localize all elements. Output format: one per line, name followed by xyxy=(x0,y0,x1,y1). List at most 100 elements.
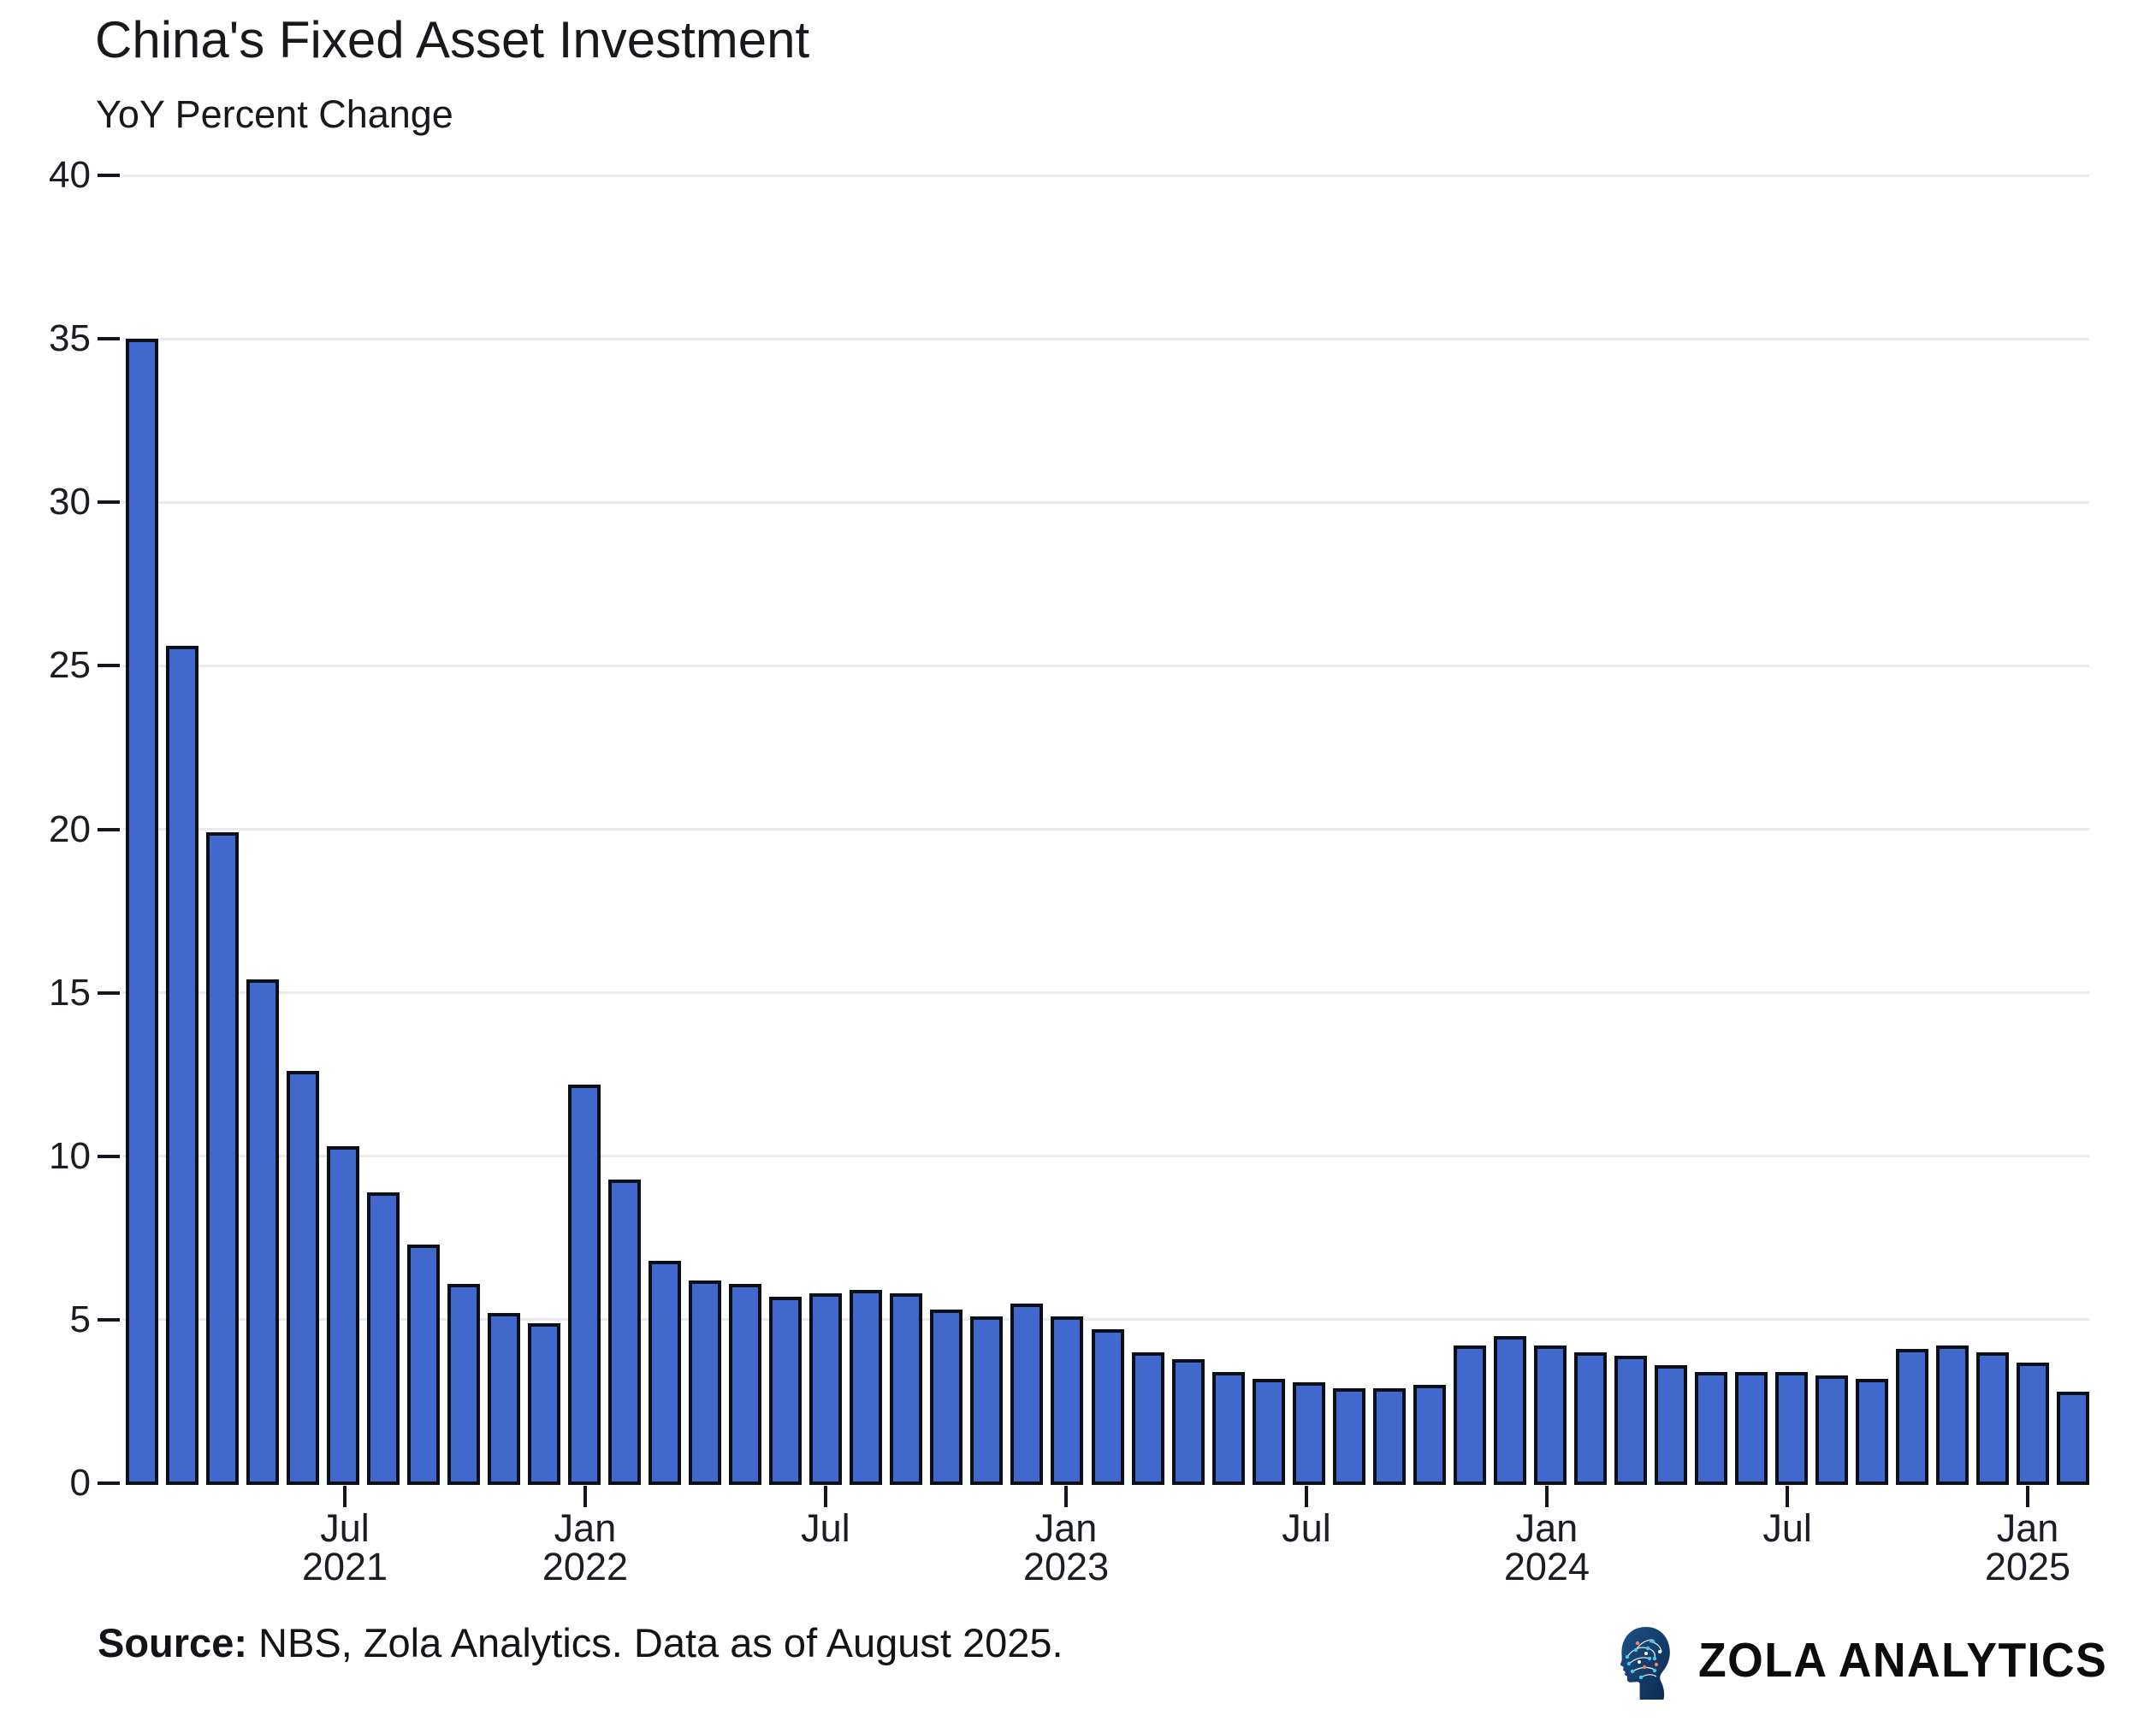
bar-may-2025 xyxy=(2016,1362,2049,1485)
bar-sep-2023 xyxy=(1292,1381,1325,1485)
x-axis-label-jul: Jul xyxy=(1221,1509,1392,1547)
bar-oct-2022 xyxy=(890,1293,923,1485)
x-tick-jul xyxy=(1786,1486,1790,1507)
gridline-30 xyxy=(122,500,2089,504)
y-tick-label-25: 25 xyxy=(49,644,91,687)
bar-oct-2024 xyxy=(1774,1372,1808,1485)
bar-oct-2021 xyxy=(447,1283,481,1485)
x-tick-jul xyxy=(1304,1486,1308,1507)
y-tick-30 xyxy=(98,500,120,505)
x-tick-jan-2025 xyxy=(2026,1486,2030,1507)
x-tick-year-label: 2025 xyxy=(1984,1545,2071,1588)
gridline-20 xyxy=(122,828,2089,831)
x-axis-label-jan-2024: Jan 2024 xyxy=(1461,1509,1632,1586)
y-tick-15 xyxy=(98,991,120,995)
bar-jul-2021 xyxy=(327,1146,360,1485)
x-axis-label-jul: Jul xyxy=(740,1509,911,1547)
x-tick-jul xyxy=(823,1486,827,1507)
x-tick-year-label: 2024 xyxy=(1503,1545,1590,1588)
source-label: Source: xyxy=(98,1620,247,1665)
x-axis-label-jan-2025: Jan 2025 xyxy=(1942,1509,2113,1586)
bar-may-2024 xyxy=(1573,1352,1607,1485)
source-note: Source: NBS, Zola Analytics. Data as of … xyxy=(98,1621,1063,1665)
bar-may-2022 xyxy=(689,1280,722,1485)
x-tick-label: Jan xyxy=(1515,1506,1578,1550)
x-tick-year-label: 2022 xyxy=(542,1545,628,1588)
bar-jan-feb-2024 xyxy=(1453,1345,1486,1485)
bar-jun-2025 xyxy=(2057,1391,2089,1485)
y-tick-20 xyxy=(98,827,120,831)
bar-jan-feb-2021 xyxy=(126,339,158,1485)
bar-aug-2023 xyxy=(1252,1378,1285,1485)
x-tick-label: Jul xyxy=(801,1506,850,1550)
bar-dec-2023 xyxy=(1413,1385,1446,1485)
bar-jan-feb-2023 xyxy=(1010,1303,1044,1485)
x-tick-jul-2021 xyxy=(343,1486,347,1507)
y-tick-40 xyxy=(98,174,120,177)
gridline-5 xyxy=(122,1318,2089,1322)
bar-jul-2023 xyxy=(1211,1372,1245,1485)
brain-head-icon xyxy=(1620,1627,1670,1700)
brand-wordmark: ZOLA ANALYTICS xyxy=(1698,1633,2108,1688)
source-text: NBS, Zola Analytics. Data as of August 2… xyxy=(247,1620,1063,1665)
bar-aug-2021 xyxy=(367,1192,400,1485)
chart-subtitle: YoY Percent Change xyxy=(96,92,453,136)
x-tick-label: Jan xyxy=(1996,1506,2059,1550)
bar-mar-2021 xyxy=(166,646,199,1485)
bar-sep-2021 xyxy=(407,1244,441,1485)
y-tick-5 xyxy=(98,1317,120,1322)
bar-apr-2024 xyxy=(1533,1345,1567,1485)
x-axis-baseline xyxy=(120,1481,2094,1486)
x-tick-jan-2022 xyxy=(583,1486,587,1507)
y-tick-label-10: 10 xyxy=(49,1134,91,1177)
bar-sep-2022 xyxy=(850,1290,883,1485)
x-tick-label: Jul xyxy=(1282,1506,1331,1550)
bar-mar-2023 xyxy=(1051,1316,1084,1485)
bar-apr-2021 xyxy=(206,832,240,1485)
bar-nov-2024 xyxy=(1815,1375,1848,1485)
bar-apr-2023 xyxy=(1091,1329,1124,1485)
chart-title: China's Fixed Asset Investment xyxy=(95,11,810,68)
x-tick-label: Jan xyxy=(1034,1506,1098,1550)
x-tick-year-label: 2023 xyxy=(1022,1545,1110,1588)
y-tick-35 xyxy=(98,337,120,341)
bar-mar-2022 xyxy=(608,1179,642,1485)
x-axis-label-jan-2023: Jan 2023 xyxy=(980,1509,1152,1586)
y-tick-label-20: 20 xyxy=(49,807,91,850)
bar-jan-feb-2022 xyxy=(568,1084,601,1485)
bar-jan-feb-2025 xyxy=(1895,1349,1928,1485)
y-tick-25 xyxy=(98,664,120,668)
y-tick-10 xyxy=(98,1154,120,1158)
bar-sep-2024 xyxy=(1734,1372,1768,1485)
gridline-35 xyxy=(122,337,2089,340)
y-tick-label-15: 15 xyxy=(49,971,91,1014)
x-axis-label-jul: Jul xyxy=(1702,1509,1873,1547)
bar-dec-2021 xyxy=(528,1322,561,1485)
x-axis-label-jan-2022: Jan 2022 xyxy=(500,1509,671,1586)
bar-jun-2023 xyxy=(1171,1358,1205,1485)
bar-apr-2025 xyxy=(1975,1352,2009,1485)
bar-jun-2024 xyxy=(1614,1355,1647,1485)
y-tick-label-30: 30 xyxy=(49,481,91,523)
y-axis-line xyxy=(120,174,124,1486)
y-tick-0 xyxy=(98,1481,120,1485)
x-tick-label: Jul xyxy=(320,1506,370,1550)
bar-mar-2025 xyxy=(1935,1345,1969,1485)
bar-may-2023 xyxy=(1131,1352,1164,1485)
bar-jul-2022 xyxy=(769,1297,803,1485)
gridline-40 xyxy=(122,174,2089,177)
bar-jun-2021 xyxy=(287,1071,320,1485)
bar-apr-2022 xyxy=(649,1261,682,1485)
x-tick-label: Jan xyxy=(554,1506,617,1550)
bar-nov-2021 xyxy=(488,1313,521,1485)
y-tick-label-5: 5 xyxy=(69,1298,91,1340)
x-axis-label-jul-2021: Jul 2021 xyxy=(259,1509,430,1586)
x-tick-jan-2024 xyxy=(1544,1486,1549,1507)
bar-dec-2022 xyxy=(970,1316,1004,1485)
bar-jul-2024 xyxy=(1654,1365,1687,1485)
bar-dec-2024 xyxy=(1855,1378,1888,1485)
y-tick-label-0: 0 xyxy=(69,1462,91,1504)
bar-mar-2024 xyxy=(1493,1335,1526,1485)
bar-aug-2022 xyxy=(809,1293,843,1485)
